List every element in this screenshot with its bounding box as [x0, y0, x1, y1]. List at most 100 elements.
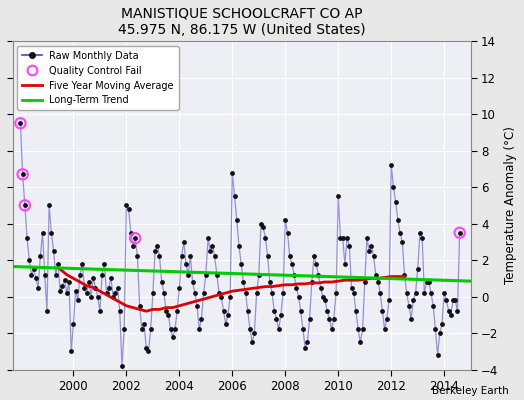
Point	[220, 308, 228, 314]
Point	[352, 308, 360, 314]
Point	[18, 171, 27, 178]
Point	[215, 290, 223, 296]
Point	[36, 253, 45, 260]
Point	[343, 235, 351, 242]
Point	[78, 260, 86, 267]
Point	[186, 253, 194, 260]
Point	[266, 279, 274, 285]
Point	[100, 260, 108, 267]
Point	[239, 279, 247, 285]
Point	[451, 297, 460, 304]
Point	[330, 315, 338, 322]
Point	[396, 230, 404, 236]
Point	[453, 308, 462, 314]
Point	[358, 326, 367, 333]
Point	[321, 297, 329, 304]
Point	[140, 321, 148, 327]
Point	[76, 272, 84, 278]
Point	[211, 253, 219, 260]
Point	[131, 235, 139, 242]
Point	[195, 326, 203, 333]
Point	[142, 344, 150, 351]
Point	[402, 290, 411, 296]
Point	[328, 326, 336, 333]
Point	[43, 308, 51, 314]
Point	[109, 294, 117, 300]
Point	[244, 308, 252, 314]
Point	[246, 326, 254, 333]
Point	[413, 266, 422, 272]
Point	[316, 284, 325, 291]
Point	[38, 230, 47, 236]
Point	[411, 290, 420, 296]
Point	[231, 193, 239, 200]
Point	[255, 272, 263, 278]
Point	[85, 279, 93, 285]
Point	[206, 248, 214, 254]
Point	[455, 230, 464, 236]
Point	[272, 315, 281, 322]
Point	[372, 272, 380, 278]
Point	[407, 315, 416, 322]
Point	[297, 308, 305, 314]
Point	[89, 275, 97, 282]
Point	[290, 272, 298, 278]
Point	[208, 242, 216, 249]
Point	[319, 294, 327, 300]
Point	[213, 272, 221, 278]
Point	[191, 290, 199, 296]
Point	[34, 284, 42, 291]
Point	[151, 248, 159, 254]
Point	[228, 169, 236, 176]
Point	[270, 308, 278, 314]
Point	[433, 352, 442, 358]
Point	[18, 171, 27, 178]
Point	[444, 308, 453, 314]
Point	[177, 253, 185, 260]
Point	[65, 279, 73, 285]
Point	[286, 253, 294, 260]
Point	[268, 290, 276, 296]
Point	[332, 290, 340, 296]
Point	[387, 162, 396, 168]
Point	[116, 308, 124, 314]
Point	[356, 339, 365, 346]
Point	[323, 308, 331, 314]
Point	[257, 220, 265, 227]
Point	[153, 242, 161, 249]
Point	[200, 290, 208, 296]
Point	[104, 284, 113, 291]
Point	[71, 288, 80, 294]
Point	[253, 290, 261, 296]
Point	[58, 282, 67, 289]
Point	[133, 253, 141, 260]
Point	[49, 248, 58, 254]
Point	[113, 284, 122, 291]
Point	[389, 184, 398, 190]
Point	[131, 235, 139, 242]
Point	[60, 277, 69, 284]
Point	[16, 120, 25, 126]
Point	[224, 312, 232, 318]
Point	[29, 266, 38, 272]
Point	[180, 239, 188, 245]
Title: MANISTIQUE SCHOOLCRAFT CO AP
45.975 N, 86.175 W (United States): MANISTIQUE SCHOOLCRAFT CO AP 45.975 N, 8…	[118, 7, 365, 37]
Point	[264, 253, 272, 260]
Point	[383, 315, 391, 322]
Point	[378, 308, 387, 314]
Point	[312, 260, 320, 267]
Point	[283, 230, 292, 236]
Point	[222, 321, 230, 327]
Point	[98, 272, 106, 278]
Point	[455, 230, 464, 236]
Point	[144, 348, 152, 354]
Point	[189, 279, 197, 285]
Point	[197, 315, 205, 322]
Point	[310, 253, 318, 260]
Point	[129, 242, 137, 249]
Point	[31, 275, 40, 282]
Point	[182, 260, 190, 267]
Point	[162, 308, 170, 314]
Point	[40, 272, 49, 278]
Point	[184, 272, 192, 278]
